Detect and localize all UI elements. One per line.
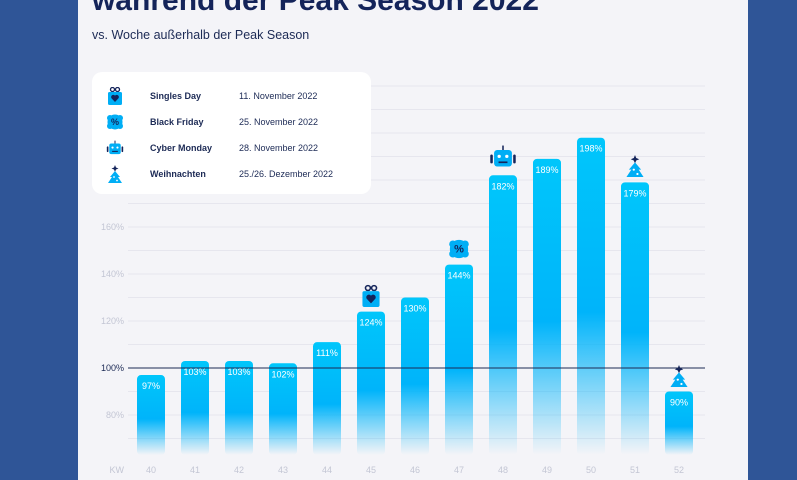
svg-text:%: %: [454, 243, 464, 255]
christmas-tree-icon: [670, 364, 688, 387]
legend-event-date: 25. November 2022: [239, 117, 319, 127]
bar: [313, 342, 341, 455]
christmas-tree-icon: [106, 165, 124, 183]
x-axis-label: KW: [110, 465, 125, 475]
x-tick-label: 42: [234, 465, 244, 475]
gift-heart-icon: [106, 86, 124, 105]
bar: [401, 297, 429, 455]
bar-value-label: 111%: [316, 348, 338, 358]
bar-value-label: 124%: [359, 318, 382, 328]
x-tick-label: 41: [190, 465, 200, 475]
bar-value-label: 130%: [403, 304, 426, 314]
legend-item: Singles Day 11. November 2022: [92, 86, 371, 106]
bar: [357, 311, 385, 455]
bar: [533, 158, 561, 455]
bar: [269, 363, 297, 455]
page-title: während der Peak Season 2022: [92, 0, 539, 17]
x-tick-label: 40: [146, 465, 156, 475]
bar-value-label: 103%: [183, 367, 206, 377]
legend-item: % Black Friday 25. November 2022: [92, 112, 371, 132]
x-tick-label: 49: [542, 465, 552, 475]
bar-value-label: 198%: [579, 144, 602, 154]
x-tick-label: 51: [630, 465, 640, 475]
bar: [137, 375, 165, 455]
gift-heart-icon: [360, 284, 382, 307]
bar: [489, 175, 517, 456]
bar-value-label: 182%: [491, 181, 514, 191]
bar-value-label: 179%: [623, 188, 646, 198]
y-tick-label: 140%: [101, 269, 124, 279]
legend-item: Cyber Monday 28. November 2022: [92, 138, 371, 158]
y-tick-label: 160%: [101, 222, 124, 232]
bar: [665, 391, 693, 455]
legend-event-date: 25./26. Dezember 2022: [239, 169, 334, 179]
x-tick-label: 43: [278, 465, 288, 475]
bar: [225, 360, 253, 455]
infographic-panel: während der Peak Season 2022 vs. Woche a…: [78, 0, 748, 480]
bar-value-label: 144%: [447, 271, 470, 281]
x-tick-label: 47: [454, 465, 464, 475]
bar: [577, 137, 605, 455]
bar-value-label: 103%: [227, 367, 250, 377]
percent-badge-icon: %: [106, 113, 124, 131]
bar-value-label: 97%: [142, 381, 160, 391]
x-tick-label: 50: [586, 465, 596, 475]
bar: [445, 264, 473, 455]
legend-event-name: Singles Day: [150, 91, 202, 101]
percent-badge-icon: %: [449, 239, 469, 258]
legend-event-date: 11. November 2022: [239, 91, 318, 101]
legend: Singles Day 11. November 2022% Black Fri…: [92, 72, 371, 194]
bar-value-label: 102%: [271, 369, 294, 379]
y-tick-label: 80%: [106, 410, 124, 420]
x-tick-label: 52: [674, 465, 684, 475]
robot-icon: [490, 145, 516, 167]
x-tick-label: 44: [322, 465, 332, 475]
bar-value-label: 90%: [670, 398, 688, 408]
bar: [621, 182, 649, 455]
svg-text:%: %: [111, 117, 119, 127]
y-tick-label: 100%: [101, 363, 124, 373]
y-tick-label: 120%: [101, 316, 124, 326]
x-tick-label: 48: [498, 465, 508, 475]
bar-value-label: 189%: [535, 165, 558, 175]
legend-event-date: 28. November 2022: [239, 143, 319, 153]
bar-chart: 80%100%120%140%160%180%200%220%97%40103%…: [101, 81, 705, 475]
x-tick-label: 46: [410, 465, 420, 475]
bar: [181, 360, 209, 455]
christmas-tree-icon: [626, 155, 644, 178]
legend-event-name: Cyber Monday: [150, 143, 213, 153]
x-tick-label: 45: [366, 465, 376, 475]
page-subtitle: vs. Woche außerhalb der Peak Season: [92, 28, 310, 42]
legend-item: Weihnachten 25./26. Dezember 2022: [92, 164, 371, 184]
legend-event-name: Weihnachten: [150, 169, 206, 179]
legend-event-name: Black Friday: [150, 117, 204, 127]
robot-icon: [106, 139, 124, 157]
